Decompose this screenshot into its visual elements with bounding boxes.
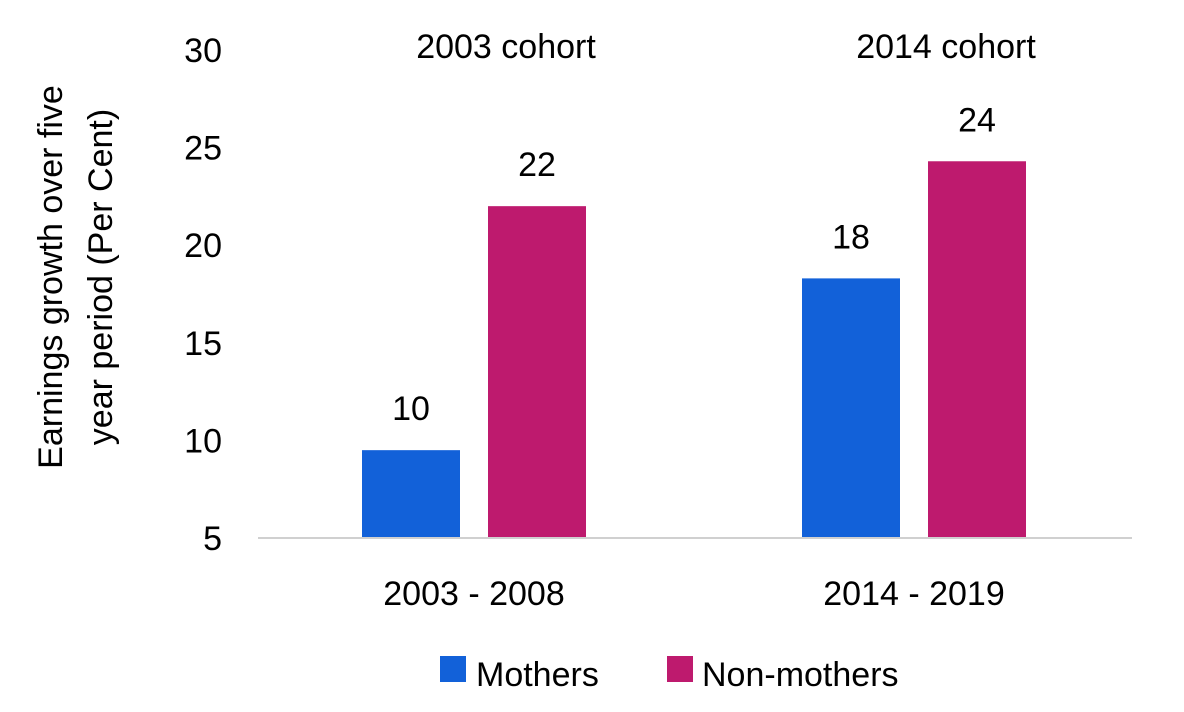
- bars: [362, 161, 1026, 538]
- x-axis: 2003 - 2008 2014 - 2019: [383, 575, 1005, 613]
- y-tick-label: 30: [184, 32, 222, 70]
- y-tick-label: 15: [184, 325, 222, 363]
- y-axis-title: Earnings growth over five year period (P…: [32, 85, 120, 469]
- data-label: 24: [958, 101, 996, 139]
- y-axis-title-line-2: year period (Per Cent): [82, 109, 120, 445]
- y-axis-title-line-1: Earnings growth over five: [32, 85, 70, 469]
- data-labels: 10 22 18 24: [392, 101, 996, 428]
- cohort-label: 2003 cohort: [416, 28, 596, 66]
- legend-swatch-mothers: [440, 656, 466, 682]
- cohort-label: 2014 cohort: [856, 28, 1036, 66]
- y-tick-label: 20: [184, 227, 222, 265]
- y-tick-label: 25: [184, 130, 222, 168]
- x-category-label: 2014 - 2019: [823, 575, 1005, 613]
- bar-mothers: [802, 278, 900, 538]
- bar-mothers: [362, 450, 460, 538]
- y-tick-label: 5: [203, 520, 222, 558]
- x-category-label: 2003 - 2008: [383, 575, 565, 613]
- data-label: 18: [832, 218, 870, 256]
- legend-swatch-non-mothers: [667, 656, 693, 682]
- data-label: 10: [392, 390, 430, 428]
- cohort-labels: 2003 cohort 2014 cohort: [416, 28, 1036, 66]
- legend: Mothers Non-mothers: [440, 656, 899, 694]
- bar-non-mothers: [928, 161, 1026, 538]
- legend-label-non-mothers: Non-mothers: [702, 656, 899, 694]
- y-tick-label: 10: [184, 422, 222, 460]
- y-axis: 5 10 15 20 25 30: [184, 32, 222, 558]
- data-label: 22: [518, 146, 556, 184]
- legend-label-mothers: Mothers: [476, 656, 599, 694]
- bar-non-mothers: [488, 206, 586, 538]
